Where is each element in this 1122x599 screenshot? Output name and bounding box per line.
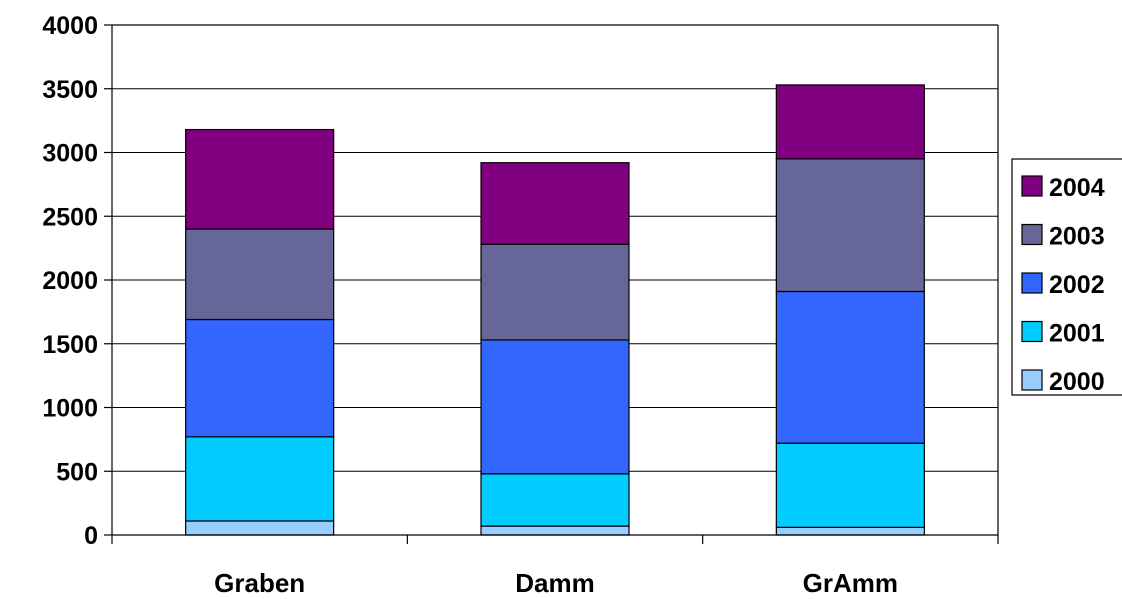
bar-graben-2001 [185,436,335,522]
bar-graben-2003 [185,228,335,321]
y-tick-label: 2500 [42,203,98,231]
bar-damm-2000 [480,525,630,536]
bar-damm-2003 [480,243,630,341]
y-tick-label: 1500 [42,331,98,359]
y-tick-label: 0 [84,522,98,550]
x-category-label: Damm [515,568,594,598]
legend-swatch-2004 [1021,175,1043,197]
legend-label-2003: 2003 [1049,223,1105,251]
axes [104,24,999,544]
bar-graben-2002 [185,318,335,438]
legend-label-2001: 2001 [1049,320,1105,348]
y-tick-label: 3000 [42,140,98,168]
legend-label-2004: 2004 [1049,174,1105,202]
bar-damm-2001 [480,473,630,527]
bar-gramm-2002 [775,290,925,444]
bar-damm-2002 [480,339,630,475]
y-tick-label: 1000 [42,395,98,423]
x-category-label: GrAmm [803,568,898,598]
legend-label-2002: 2002 [1049,271,1105,299]
legend-swatch-2000 [1021,369,1043,391]
legend-swatch-2003 [1021,223,1043,246]
bar-damm-2004 [480,162,630,245]
x-category-label: Graben [214,568,305,598]
legend-swatch-2001 [1021,320,1043,343]
legend-swatch-2002 [1021,272,1043,294]
y-tick-labels: 0 500 1000 1500 2000 2500 3000 3500 4000 [42,12,98,550]
bar-graben-2000 [185,520,335,536]
bar-gramm-2003 [775,158,925,293]
bar-gramm-2004 [775,84,925,160]
bar-graben-2004 [185,128,335,230]
bars [185,84,925,536]
y-tick-label: 2000 [42,267,98,295]
x-category-labels: Graben Damm GrAmm [214,568,898,598]
bar-gramm-2001 [775,442,925,528]
legend: 2004 2003 2002 2001 2000 [1011,158,1122,396]
legend-label-2000: 2000 [1049,368,1105,396]
y-tick-label: 500 [56,458,98,486]
bar-gramm-2000 [775,526,925,536]
y-tick-label: 3500 [42,76,98,104]
y-tick-label: 4000 [42,12,98,40]
